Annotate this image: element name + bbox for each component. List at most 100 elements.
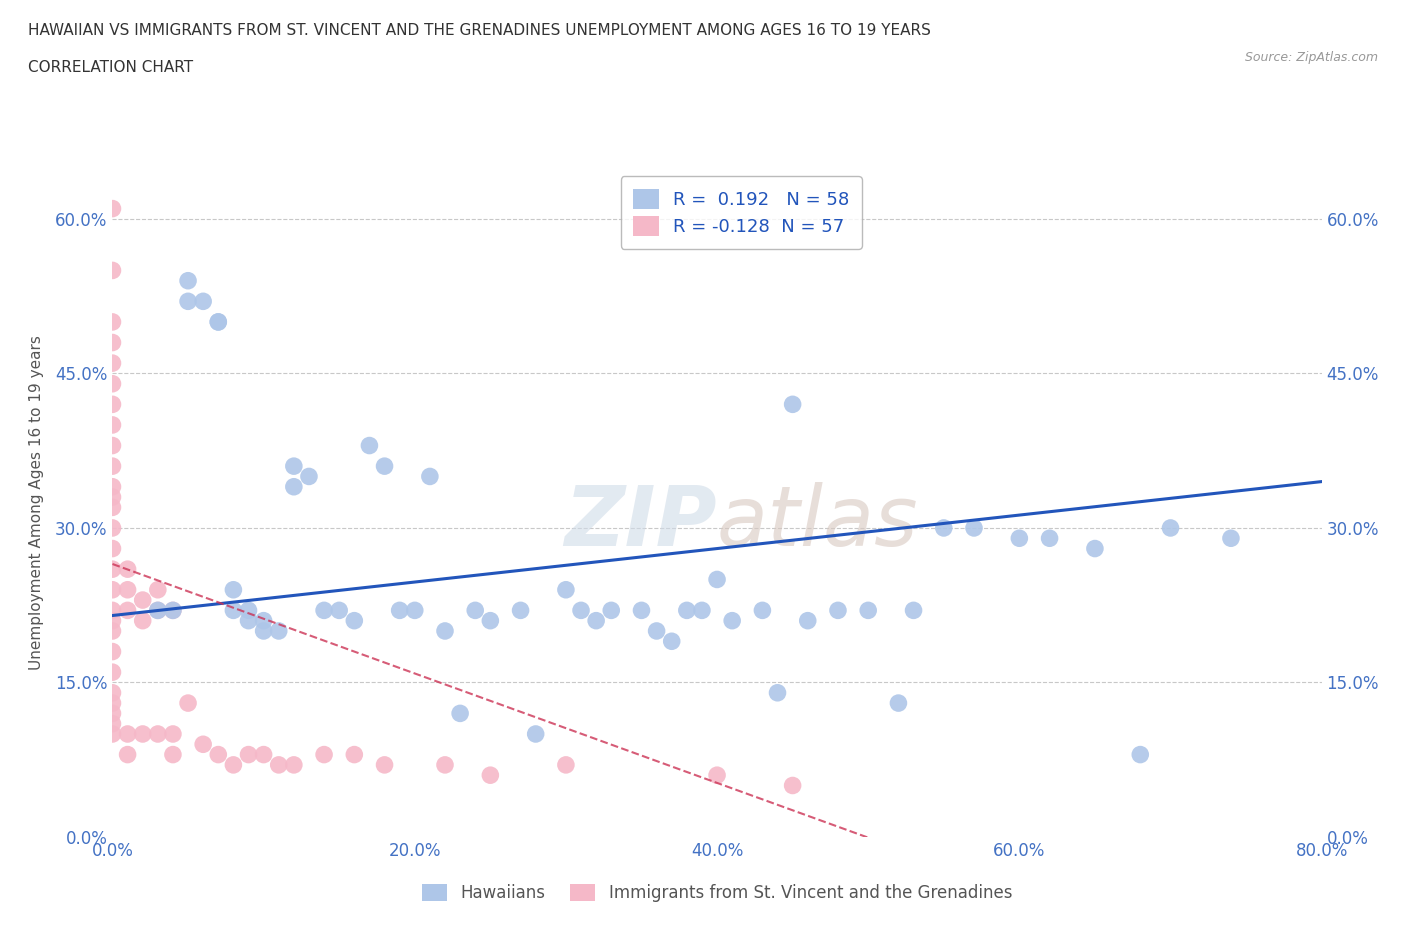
Point [963,521,986,536]
Point [298,469,321,484]
Point [222,582,245,597]
Point [585,613,607,628]
Point [1159,521,1181,536]
Point [191,737,214,751]
Point [146,582,169,597]
Text: Source: ZipAtlas.com: Source: ZipAtlas.com [1244,51,1378,64]
Point [645,623,668,638]
Point [796,613,818,628]
Text: ZIP: ZIP [564,482,717,563]
Point [253,623,276,638]
Point [419,469,441,484]
Point [146,603,169,618]
Point [359,438,381,453]
Point [222,603,245,618]
Text: atlas: atlas [717,482,918,563]
Point [449,706,471,721]
Point [343,747,366,762]
Point [177,696,200,711]
Point [253,747,276,762]
Point [1084,541,1107,556]
Y-axis label: Unemployment Among Ages 16 to 19 years: Unemployment Among Ages 16 to 19 years [30,335,44,670]
Point [101,263,124,278]
Point [132,592,155,607]
Point [661,634,683,649]
Point [856,603,880,618]
Point [706,572,728,587]
Point [162,603,184,618]
Point [827,603,849,618]
Point [101,582,124,597]
Legend: Hawaiians, Immigrants from St. Vincent and the Grenadines: Hawaiians, Immigrants from St. Vincent a… [415,878,1019,909]
Point [238,613,260,628]
Point [191,294,214,309]
Point [253,613,276,628]
Point [101,377,124,392]
Point [162,747,184,762]
Point [554,757,576,772]
Point [101,521,124,536]
Point [101,726,124,741]
Point [117,726,139,741]
Point [101,706,124,721]
Point [1008,531,1031,546]
Point [1038,531,1062,546]
Point [101,644,124,659]
Point [283,479,305,494]
Point [782,778,804,793]
Point [721,613,744,628]
Point [314,747,336,762]
Point [207,314,229,329]
Point [887,696,910,711]
Point [569,603,592,618]
Text: HAWAIIAN VS IMMIGRANTS FROM ST. VINCENT AND THE GRENADINES UNEMPLOYMENT AMONG AG: HAWAIIAN VS IMMIGRANTS FROM ST. VINCENT … [28,23,931,38]
Point [146,726,169,741]
Point [117,603,139,618]
Point [932,521,955,536]
Point [751,603,773,618]
Point [146,603,169,618]
Point [101,685,124,700]
Point [117,562,139,577]
Point [207,747,229,762]
Point [630,603,652,618]
Point [101,665,124,680]
Point [267,757,290,772]
Point [903,603,925,618]
Point [706,768,728,783]
Point [101,314,124,329]
Point [101,489,124,504]
Point [314,603,336,618]
Point [101,716,124,731]
Point [283,757,305,772]
Point [101,603,124,618]
Point [222,757,245,772]
Point [374,458,396,473]
Point [101,479,124,494]
Point [509,603,531,618]
Point [238,603,260,618]
Point [404,603,426,618]
Point [675,603,697,618]
Point [1129,747,1152,762]
Point [101,458,124,473]
Point [267,623,290,638]
Point [101,418,124,432]
Point [283,458,305,473]
Point [343,613,366,628]
Point [433,623,456,638]
Point [207,314,229,329]
Point [328,603,350,618]
Point [117,582,139,597]
Point [101,438,124,453]
Point [766,685,789,700]
Point [132,613,155,628]
Point [132,726,155,741]
Point [162,726,184,741]
Point [554,582,576,597]
Point [782,397,804,412]
Text: CORRELATION CHART: CORRELATION CHART [28,60,193,75]
Point [479,768,502,783]
Point [101,335,124,350]
Point [238,747,260,762]
